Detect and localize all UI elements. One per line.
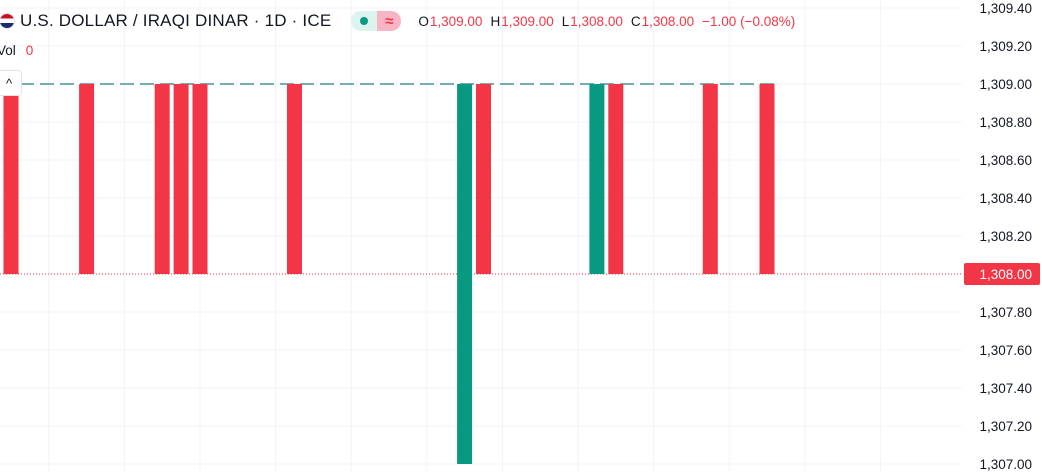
candles[interactable]	[3, 84, 775, 464]
open-value: 1,309.00	[429, 13, 483, 29]
price-tick-label: 1,309.00	[979, 77, 1032, 92]
price-tick-label: 1,309.40	[979, 1, 1032, 16]
high-label: H	[490, 13, 501, 29]
green-dot-icon	[360, 17, 369, 25]
chevron-up-icon: ^	[5, 75, 13, 91]
last-price-label: 1,308.00	[979, 267, 1032, 282]
price-tick-label: 1,307.40	[979, 381, 1032, 396]
price-tick-label: 1,307.00	[979, 457, 1032, 472]
volume-value: 0	[25, 43, 34, 58]
price-tick-label: 1,307.20	[979, 419, 1032, 434]
candle-down[interactable]	[79, 84, 95, 274]
close-value: 1,308.00	[641, 13, 695, 29]
chart-legend-header: U.S. DOLLAR / IRAQI DINAR · 1D · ICE ≈ O…	[0, 8, 803, 34]
candle-down[interactable]	[287, 84, 302, 274]
volume-label: Vol	[0, 43, 16, 58]
candle-down[interactable]	[608, 84, 624, 274]
low-label: L	[561, 13, 570, 29]
candle-down[interactable]	[759, 84, 775, 274]
price-tick-label: 1,308.40	[979, 191, 1032, 206]
price-tick-label: 1,307.80	[979, 305, 1032, 320]
last-price-badge[interactable]	[964, 263, 1040, 285]
price-tick-label: 1,309.20	[979, 39, 1032, 54]
close-label: C	[630, 13, 641, 29]
market-status-pill[interactable]: ≈	[351, 11, 402, 31]
symbol-title[interactable]: U.S. DOLLAR / IRAQI DINAR · 1D · ICE	[20, 11, 332, 30]
high-value: 1,309.00	[501, 13, 554, 29]
volume-legend: Vol 0	[0, 43, 33, 58]
price-tick-label: 1,308.20	[979, 229, 1032, 244]
candle-down[interactable]	[3, 84, 19, 274]
market-open-indicator[interactable]	[351, 11, 378, 31]
candle-down[interactable]	[476, 84, 491, 274]
candle-down[interactable]	[192, 84, 208, 274]
candle-up[interactable]	[457, 84, 473, 464]
price-tick-label: 1,307.60	[979, 343, 1032, 358]
candle-down[interactable]	[154, 84, 170, 274]
ohlc-values: O 1,309.00 H 1,309.00 L 1,308.00 C 1,308…	[418, 14, 803, 29]
candle-down[interactable]	[702, 84, 718, 274]
candle-down[interactable]	[173, 84, 189, 274]
delayed-data-icon[interactable]: ≈	[377, 11, 402, 31]
price-tick-label: 1,308.60	[979, 153, 1032, 168]
collapse-legend-button[interactable]: ^	[0, 70, 22, 96]
candle-up[interactable]	[589, 84, 605, 274]
price-change: −1.00 (−0.08%)	[702, 13, 796, 29]
open-label: O	[418, 13, 429, 29]
price-tick-label: 1,308.80	[979, 115, 1032, 130]
low-value: 1,308.00	[570, 13, 623, 29]
us-flag-icon	[0, 14, 14, 28]
price-axis[interactable]: 1,309.40 1,309.20 1,309.00 1,308.80 1,308.60…	[964, 1, 1040, 472]
